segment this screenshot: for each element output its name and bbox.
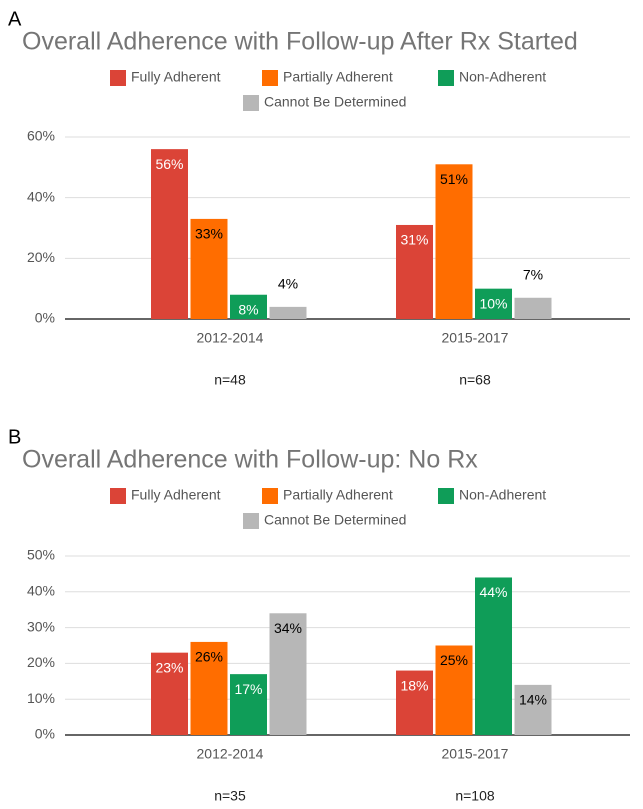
legend-swatch	[438, 70, 454, 86]
value-label: 14%	[519, 692, 547, 708]
bar	[435, 645, 473, 735]
value-label: 33%	[195, 226, 223, 242]
bar	[151, 149, 188, 319]
value-label: 44%	[479, 584, 507, 600]
y-tick-label: 40%	[27, 583, 55, 599]
value-label: 17%	[234, 681, 262, 697]
y-tick-label: 10%	[27, 690, 55, 706]
panel-label: A	[8, 8, 22, 30]
annotation: n=68	[459, 372, 491, 388]
value-label: 18%	[400, 677, 428, 693]
y-tick-label: 60%	[27, 128, 55, 144]
y-tick-label: 40%	[27, 188, 55, 204]
legend-label: Non-Adherent	[459, 487, 546, 503]
bar	[190, 641, 228, 735]
annotation: n=108	[455, 788, 495, 804]
legend-swatch	[110, 488, 126, 504]
bar	[514, 684, 552, 735]
bar	[151, 652, 188, 735]
legend-swatch	[438, 488, 454, 504]
legend-label: Partially Adherent	[283, 69, 393, 85]
chart-title: Overall Adherence with Follow-up: No Rx	[22, 446, 478, 474]
bar	[230, 294, 267, 319]
value-label: 25%	[440, 652, 468, 668]
bar	[475, 577, 512, 735]
x-tick-label: 2015-2017	[442, 330, 509, 346]
chart-title: Overall Adherence with Follow-up After R…	[22, 28, 578, 56]
legend-swatch	[243, 513, 259, 529]
legend-swatch	[262, 70, 278, 86]
value-label: 7%	[523, 266, 543, 282]
y-tick-label: 50%	[27, 547, 55, 563]
bar	[230, 674, 267, 735]
legend-label: Cannot Be Determined	[264, 94, 406, 110]
annotation: n=48	[214, 372, 246, 388]
legend-label: Partially Adherent	[283, 487, 393, 503]
legend-label: Cannot Be Determined	[264, 512, 406, 528]
value-label: 26%	[195, 649, 223, 665]
y-tick-label: 30%	[27, 618, 55, 634]
bar	[269, 306, 307, 319]
panel-label: B	[8, 426, 21, 448]
y-tick-label: 0%	[35, 726, 55, 742]
value-label: 4%	[278, 276, 298, 292]
legend-label: Fully Adherent	[131, 69, 221, 85]
legend-label: Fully Adherent	[131, 487, 221, 503]
value-label: 10%	[479, 295, 507, 311]
x-tick-label: 2015-2017	[442, 746, 509, 762]
y-tick-label: 20%	[27, 249, 55, 265]
bar	[435, 164, 473, 319]
x-tick-label: 2012-2014	[197, 746, 264, 762]
bar	[396, 670, 433, 735]
annotation: n=35	[214, 788, 246, 804]
legend-label: Non-Adherent	[459, 69, 546, 85]
bar	[514, 297, 552, 319]
value-label: 34%	[274, 620, 302, 636]
x-tick-label: 2012-2014	[197, 330, 264, 346]
legend-swatch	[110, 70, 126, 86]
legend-swatch	[262, 488, 278, 504]
bar	[396, 224, 433, 319]
value-label: 31%	[400, 232, 428, 248]
bar	[190, 218, 228, 319]
y-tick-label: 20%	[27, 654, 55, 670]
legend-swatch	[243, 95, 259, 111]
value-label: 23%	[155, 659, 183, 675]
value-label: 56%	[155, 156, 183, 172]
y-tick-label: 0%	[35, 310, 55, 326]
value-label: 8%	[238, 301, 258, 317]
value-label: 51%	[440, 171, 468, 187]
bar	[269, 613, 307, 735]
bar	[475, 288, 512, 319]
